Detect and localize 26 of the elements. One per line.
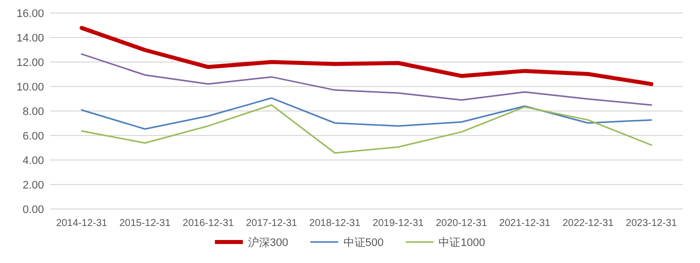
line-series (80, 104, 652, 154)
y-tick-label: 16.00 (16, 8, 44, 20)
legend-label: 中证1000 (438, 236, 486, 249)
line-series (80, 97, 652, 130)
y-tick-label: 4.00 (22, 155, 44, 167)
y-tick-label: 0.00 (22, 204, 44, 216)
y-tick-label: 12.00 (16, 57, 44, 69)
y-tick-label: 14.00 (16, 32, 44, 44)
x-tick-label: 2022-12-31 (562, 218, 614, 229)
y-tick-label: 10.00 (16, 82, 44, 94)
x-tick-label: 2014-12-31 (56, 218, 108, 229)
x-tick-label: 2021-12-31 (499, 218, 551, 229)
legend-label: 中证500 (343, 236, 384, 249)
x-tick-label: 2018-12-31 (309, 218, 361, 229)
x-tick-label: 2015-12-31 (119, 218, 171, 229)
x-tick-label: 2016-12-31 (182, 218, 234, 229)
y-tick-label: 6.00 (22, 130, 44, 142)
y-tick-label: 2.00 (22, 180, 44, 192)
line-series (80, 53, 652, 106)
x-tick-label: 2017-12-31 (246, 218, 298, 229)
x-tick-label: 2023-12-31 (626, 218, 678, 229)
legend-label: 沪深300 (248, 236, 288, 249)
x-tick-label: 2019-12-31 (372, 218, 424, 229)
y-tick-label: 8.00 (22, 106, 44, 118)
line-series (80, 26, 654, 86)
x-tick-label: 2020-12-31 (436, 218, 488, 229)
